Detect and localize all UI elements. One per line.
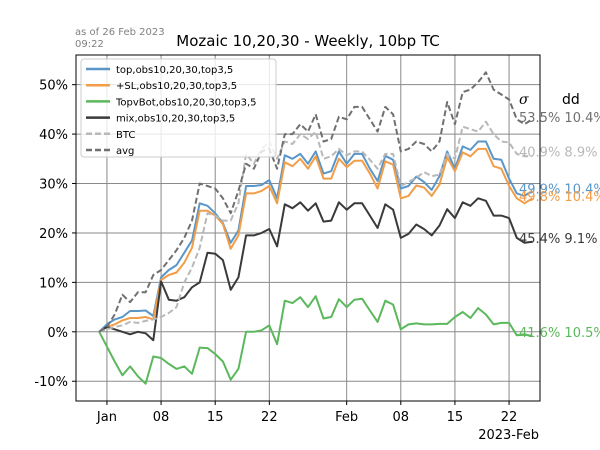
legend-label: top,obs10,20,30,top3,5 [116,65,233,76]
x-axis: Jan 08 15 22 Feb 08 15 22 [96,401,517,425]
legend: top,obs10,20,30,top3,5 +SL,obs10,20,30,to… [80,58,277,158]
legend-label: avg [116,146,134,157]
x-tick-label: 15 [207,410,224,425]
x-tick-label: Jan [96,410,117,425]
y-tick-label: -10% [34,375,68,390]
series-line-3 [98,295,533,385]
y-tick-label: 0% [47,326,68,341]
series-line-1 [98,140,533,333]
series-lines [98,71,533,385]
x-tick-label: 15 [447,410,464,425]
as-of-timestamp: as of 26 Feb 2023 09:22 [75,27,185,51]
as-of-time: 09:22 [75,39,104,50]
stats-header-dd: dd [562,92,580,108]
series-line-4 [98,197,533,342]
legend-label: BTC [116,130,135,141]
stats-label: 40.9% 8.9% [519,145,597,160]
legend-label: mix,obs10,20,30,top3,5 [116,114,235,125]
series-line-2 [98,147,533,333]
legend-box [80,58,277,158]
series-line-5 [98,120,533,333]
grid-lines [76,55,540,401]
stats-label: 49.8% 10.4% [519,190,600,205]
stats-label: 41.6% 10.5% [519,326,600,341]
y-tick-label: 40% [39,128,68,143]
as-of-date: as of 26 Feb 2023 [75,27,165,38]
x-tick-label: 08 [393,410,410,425]
x-tick-label: 22 [261,410,278,425]
x-tick-label: 08 [153,410,170,425]
stats-label: 49.9% 10.4% [519,182,600,197]
x-offset-label: 2023-Feb [478,428,539,443]
x-tick-label: 22 [501,410,518,425]
stats-annotations: σ dd 49.9% 10.4%49.8% 10.4% 41.6% 10.5% 45.4… [519,92,600,341]
stats-label: 45.4% 9.1% [519,232,597,247]
chart-title: Mozaic 10,20,30 - Weekly, 10bp TC [176,32,439,50]
y-tick-label: 20% [39,227,68,242]
y-tick-label: 50% [39,79,68,94]
y-tick-label: 30% [39,178,68,193]
stats-label: 53.5% 10.4% [519,111,600,126]
x-tick-label: Feb [335,410,358,425]
y-tick-label: 10% [39,276,68,291]
plot-frame [75,54,541,402]
legend-label: TopvBot,obs10,20,30,top3,5 [115,97,257,108]
y-axis: -10% 0% 10% 20% 30% 40% 50% [34,79,76,390]
stats-header-sigma: σ [519,92,529,108]
series-line-6 [98,71,533,333]
legend-label: +SL,obs10,20,30,top3,5 [116,81,237,92]
